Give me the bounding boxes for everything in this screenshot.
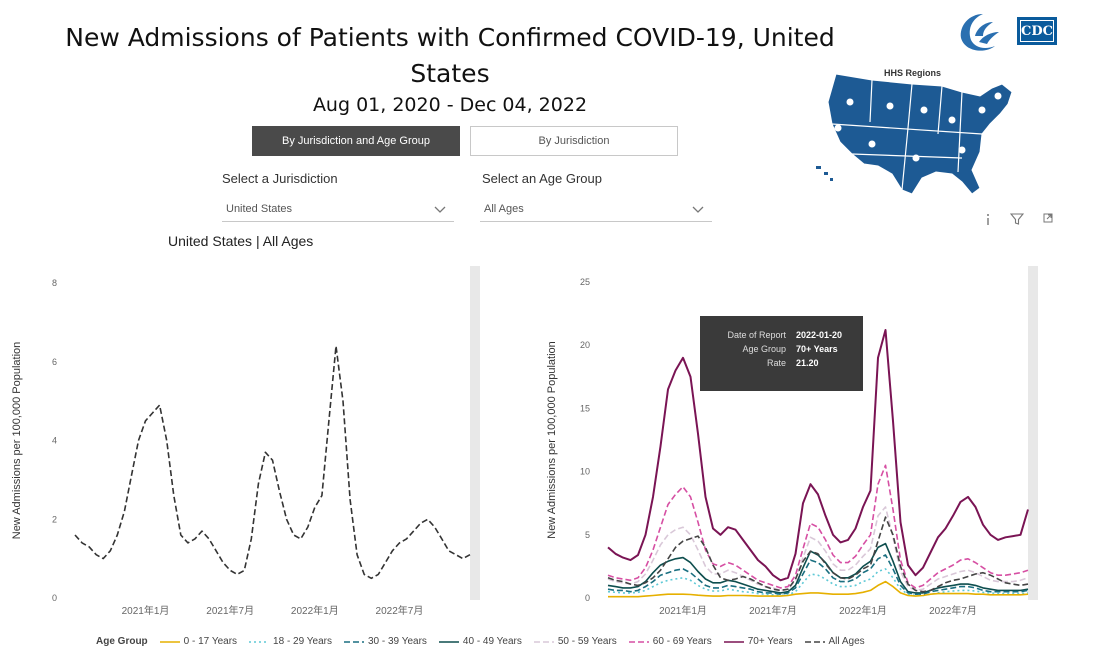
legend-label: All Ages — [828, 636, 865, 647]
visual-header — [984, 212, 1054, 226]
tooltip-date-label: Date of Report — [727, 330, 786, 340]
expand-icon[interactable] — [1042, 212, 1054, 224]
legend-swatch — [628, 640, 649, 643]
legend-item[interactable]: 60 - 69 Years — [628, 636, 712, 647]
y-tick-label: 15 — [580, 403, 590, 413]
hhs-regions-map[interactable]: HHS Regions — [812, 62, 1022, 202]
jurisdiction-value: United States — [226, 202, 293, 215]
tab-by-jurisdiction[interactable]: By Jurisdiction — [470, 126, 678, 156]
legend-swatch — [533, 640, 554, 643]
y-tick-label: 10 — [580, 467, 590, 477]
series-line-70-years[interactable] — [607, 329, 1029, 582]
y-tick-label: 4 — [52, 436, 57, 446]
legend-item[interactable]: 40 - 49 Years — [438, 636, 522, 647]
series-line-all-ages[interactable] — [74, 345, 471, 580]
legend-label: 40 - 49 Years — [462, 636, 522, 647]
info-icon[interactable] — [984, 212, 992, 226]
right-line-chart: 0 5 10 15 20 25 2021年1月 2021年7月 2022年1月 2022年7月 Ne… — [546, 266, 1038, 617]
legend-label: 60 - 69 Years — [652, 636, 712, 647]
x-tick-label: 2022年7月 — [376, 604, 424, 617]
us-map-icon — [816, 73, 1013, 195]
tooltip-rate-value: 21.20 — [796, 358, 819, 368]
legend-item[interactable]: 30 - 39 Years — [343, 636, 427, 647]
y-axis-label: New Admissions per 100,000 Population — [11, 342, 23, 540]
tab-by-jurisdiction-and-age-group[interactable]: By Jurisdiction and Age Group — [252, 126, 460, 156]
legend-item[interactable]: 70+ Years — [723, 636, 793, 647]
y-tick-label: 20 — [580, 340, 590, 350]
age-group-label: Select an Age Group — [482, 171, 602, 186]
legend-swatch — [438, 640, 459, 643]
left-chart-title: United States | All Ages — [168, 233, 314, 249]
legend-title: Age Group — [96, 636, 148, 647]
chart-scrollbar[interactable] — [1028, 266, 1038, 600]
legend-swatch — [723, 640, 744, 643]
left-line-chart: 0 2 4 6 8 2021年1月 2021年7月 2022年1月 2022年7月 New Adm… — [11, 266, 480, 617]
y-tick-label: 0 — [52, 593, 57, 603]
jurisdiction-label: Select a Jurisdiction — [222, 171, 338, 186]
y-tick-label: 5 — [585, 530, 590, 540]
chevron-down-icon — [692, 206, 704, 213]
legend-label: 18 - 29 Years — [273, 636, 332, 647]
legend-item[interactable]: 18 - 29 Years — [249, 636, 332, 647]
legend-swatch — [249, 640, 270, 643]
age-group-dropdown[interactable]: All Ages — [480, 196, 712, 222]
series-line-30-39-years[interactable] — [607, 554, 1029, 595]
legend-item[interactable]: 0 - 17 Years — [159, 636, 238, 647]
cdc-logo: CDC — [1017, 17, 1057, 45]
legend-item[interactable]: 50 - 59 Years — [533, 636, 617, 647]
tooltip-rate-label: Rate — [766, 358, 786, 368]
chart-legend: Age Group 0 - 17 Years 18 - 29 Years 30 - … — [96, 636, 877, 647]
x-tick-label: 2021年7月 — [206, 604, 254, 617]
x-tick-label: 2021年1月 — [659, 604, 707, 617]
legend-label: 70+ Years — [747, 636, 793, 647]
legend-label: 50 - 59 Years — [557, 636, 617, 647]
series-line-18-29-years[interactable] — [607, 568, 1029, 597]
x-tick-label: 2021年1月 — [122, 604, 170, 617]
chart-tooltip: Date of Report 2022-01-20 Age Group 70+ Ye… — [700, 316, 863, 391]
tooltip-age-value: 70+ Years — [796, 344, 838, 354]
chart-scrollbar[interactable] — [470, 266, 480, 600]
page-title: New Admissions of Patients with Confirme… — [65, 23, 835, 88]
legend-label: 30 - 39 Years — [367, 636, 427, 647]
date-range: Aug 01, 2020 - Dec 04, 2022 — [312, 94, 588, 116]
chevron-down-icon — [434, 206, 446, 213]
legend-item[interactable]: All Ages — [804, 636, 865, 647]
series-line-all-ages[interactable] — [607, 516, 1029, 593]
series-line-40-49-years[interactable] — [607, 542, 1029, 594]
y-axis-label: New Admissions per 100,000 Population — [546, 341, 558, 539]
x-tick-label: 2021年7月 — [749, 604, 797, 617]
series-line-50-59-years[interactable] — [607, 506, 1029, 592]
legend-swatch — [343, 640, 364, 643]
series-line-60-69-years[interactable] — [607, 464, 1029, 589]
hhs-eagle-icon — [960, 14, 999, 51]
legend-label: 0 - 17 Years — [183, 636, 238, 647]
series-line-0-17-years[interactable] — [608, 580, 1029, 598]
age-group-value: All Ages — [484, 202, 524, 215]
logo-area: CDC — [955, 8, 1057, 54]
x-tick-label: 2022年7月 — [929, 604, 977, 617]
legend-swatch — [804, 640, 825, 643]
x-tick-label: 2022年1月 — [839, 604, 887, 617]
y-tick-label: 6 — [52, 357, 57, 367]
y-tick-label: 0 — [585, 593, 590, 603]
filter-icon[interactable] — [1010, 212, 1024, 226]
y-tick-label: 25 — [580, 277, 590, 287]
legend-swatch — [159, 640, 180, 643]
map-label: HHS Regions — [884, 68, 942, 78]
tooltip-age-label: Age Group — [742, 344, 786, 354]
y-tick-label: 8 — [52, 278, 57, 288]
x-tick-label: 2022年1月 — [291, 604, 339, 617]
tooltip-date-value: 2022-01-20 — [796, 330, 843, 340]
jurisdiction-dropdown[interactable]: United States — [222, 196, 454, 222]
y-tick-label: 2 — [52, 514, 57, 524]
